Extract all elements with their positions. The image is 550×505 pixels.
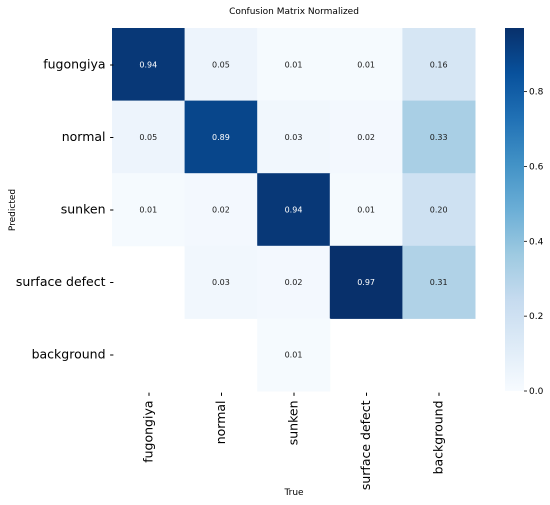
heatmap-cell [402, 100, 476, 174]
cell-value-label: 0.33 [430, 133, 448, 142]
cell-value-label: 0.16 [430, 60, 448, 69]
heatmap-cell [329, 173, 403, 247]
cell-value-label: 0.01 [285, 60, 303, 69]
chart-title: Confusion Matrix Normalized [229, 7, 359, 17]
cell-value-label: 0.20 [430, 206, 448, 215]
y-axis-label: Predicted [8, 189, 18, 231]
cell-value-label: 0.02 [285, 278, 303, 287]
colorbar-tick-label: 0.0 [529, 387, 544, 397]
x-tick-label: normal - [213, 392, 228, 444]
heatmap-cell [402, 173, 476, 247]
x-tick-label: fugongiya - [140, 392, 155, 463]
heatmap-cell [257, 318, 331, 392]
cell-value-label: 0.31 [430, 278, 448, 287]
heatmap-cell [257, 173, 331, 247]
heatmap-cell [329, 100, 403, 174]
y-tick-label: fugongiya - [43, 56, 114, 71]
heatmap-cell [257, 100, 331, 174]
cell-value-label: 0.03 [212, 278, 230, 287]
x-tick-label: background - [431, 392, 446, 474]
heatmap-cell [257, 245, 331, 319]
y-tick-labels: fugongiya - normal - sunken - surface defec… [16, 56, 114, 361]
colorbar-ticks: 0.0 0.2 0.4 0.6 0.8 [524, 88, 544, 397]
cell-value-label: 0.01 [139, 206, 157, 215]
x-axis-label: True [283, 488, 304, 498]
heatmap-cell [184, 173, 258, 247]
cell-value-label: 0.94 [139, 60, 157, 69]
x-tick-label: sunken - [286, 392, 301, 445]
heatmap-cells: 0.94 0.05 0.01 0.01 0.16 0.05 0.89 0.03 0.02 0.33… [112, 28, 476, 392]
cell-value-label: 0.94 [285, 206, 303, 215]
y-tick-label: surface defect - [16, 274, 114, 289]
heatmap-cell [329, 245, 403, 319]
cell-value-label: 0.01 [357, 60, 375, 69]
y-tick-label: background - [32, 347, 114, 362]
x-tick-label: surface defect - [358, 392, 373, 490]
colorbar-tick-label: 0.6 [529, 162, 544, 172]
cell-value-label: 0.97 [357, 278, 375, 287]
colorbar-tick-label: 0.2 [529, 312, 543, 322]
cell-value-label: 0.02 [357, 133, 375, 142]
cell-value-label: 0.02 [212, 206, 230, 215]
cell-value-label: 0.05 [139, 133, 157, 142]
y-tick-label: sunken - [61, 202, 114, 217]
cell-value-label: 0.05 [212, 60, 230, 69]
heatmap-cell [329, 28, 403, 102]
heatmap-cell [112, 173, 186, 247]
colorbar-tick-label: 0.8 [529, 88, 544, 98]
heatmap-cell [184, 100, 258, 174]
heatmap-cell [257, 28, 331, 102]
cell-value-label: 0.89 [212, 133, 230, 142]
heatmap-cell [402, 245, 476, 319]
cell-value-label: 0.03 [285, 133, 303, 142]
cell-value-label: 0.01 [357, 206, 375, 215]
heatmap-cell [184, 28, 258, 102]
colorbar [505, 28, 524, 391]
heatmap-cell [112, 28, 186, 102]
colorbar-tick-label: 0.4 [529, 237, 544, 247]
y-tick-label: normal - [62, 129, 114, 144]
x-tick-labels: fugongiya - normal - sunken - surface defec… [140, 392, 445, 490]
cell-value-label: 0.01 [285, 351, 303, 360]
heatmap-cell [184, 245, 258, 319]
heatmap-cell [112, 100, 186, 174]
heatmap-cell [402, 28, 476, 102]
